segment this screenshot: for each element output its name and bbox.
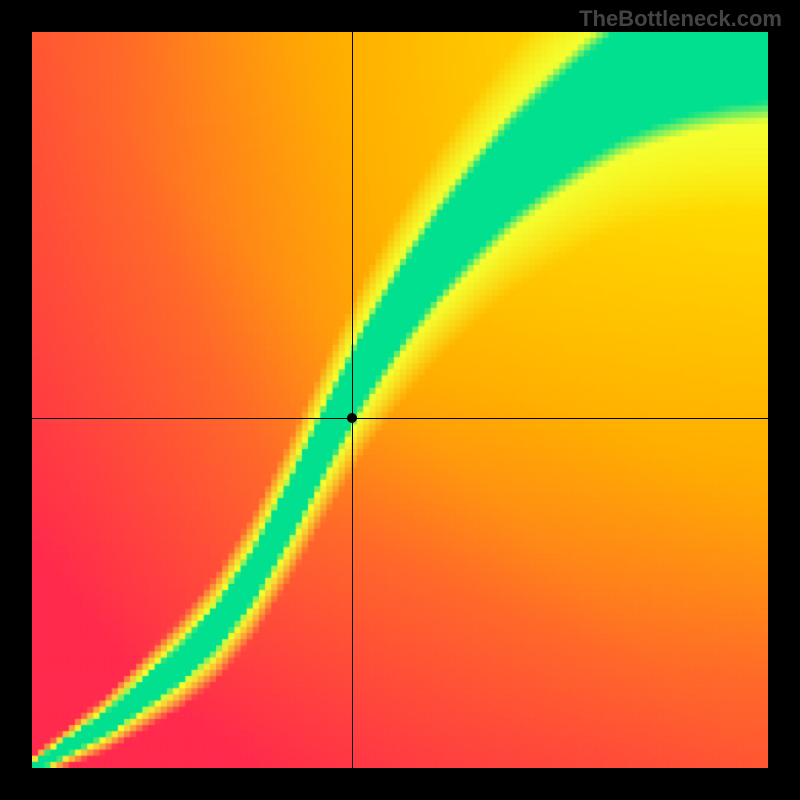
heatmap-canvas <box>32 32 768 768</box>
heatmap-plot <box>32 32 768 768</box>
crosshair-horizontal <box>32 418 768 419</box>
data-point-marker <box>347 413 357 423</box>
watermark-text: TheBottleneck.com <box>579 6 782 32</box>
crosshair-vertical <box>352 32 353 768</box>
